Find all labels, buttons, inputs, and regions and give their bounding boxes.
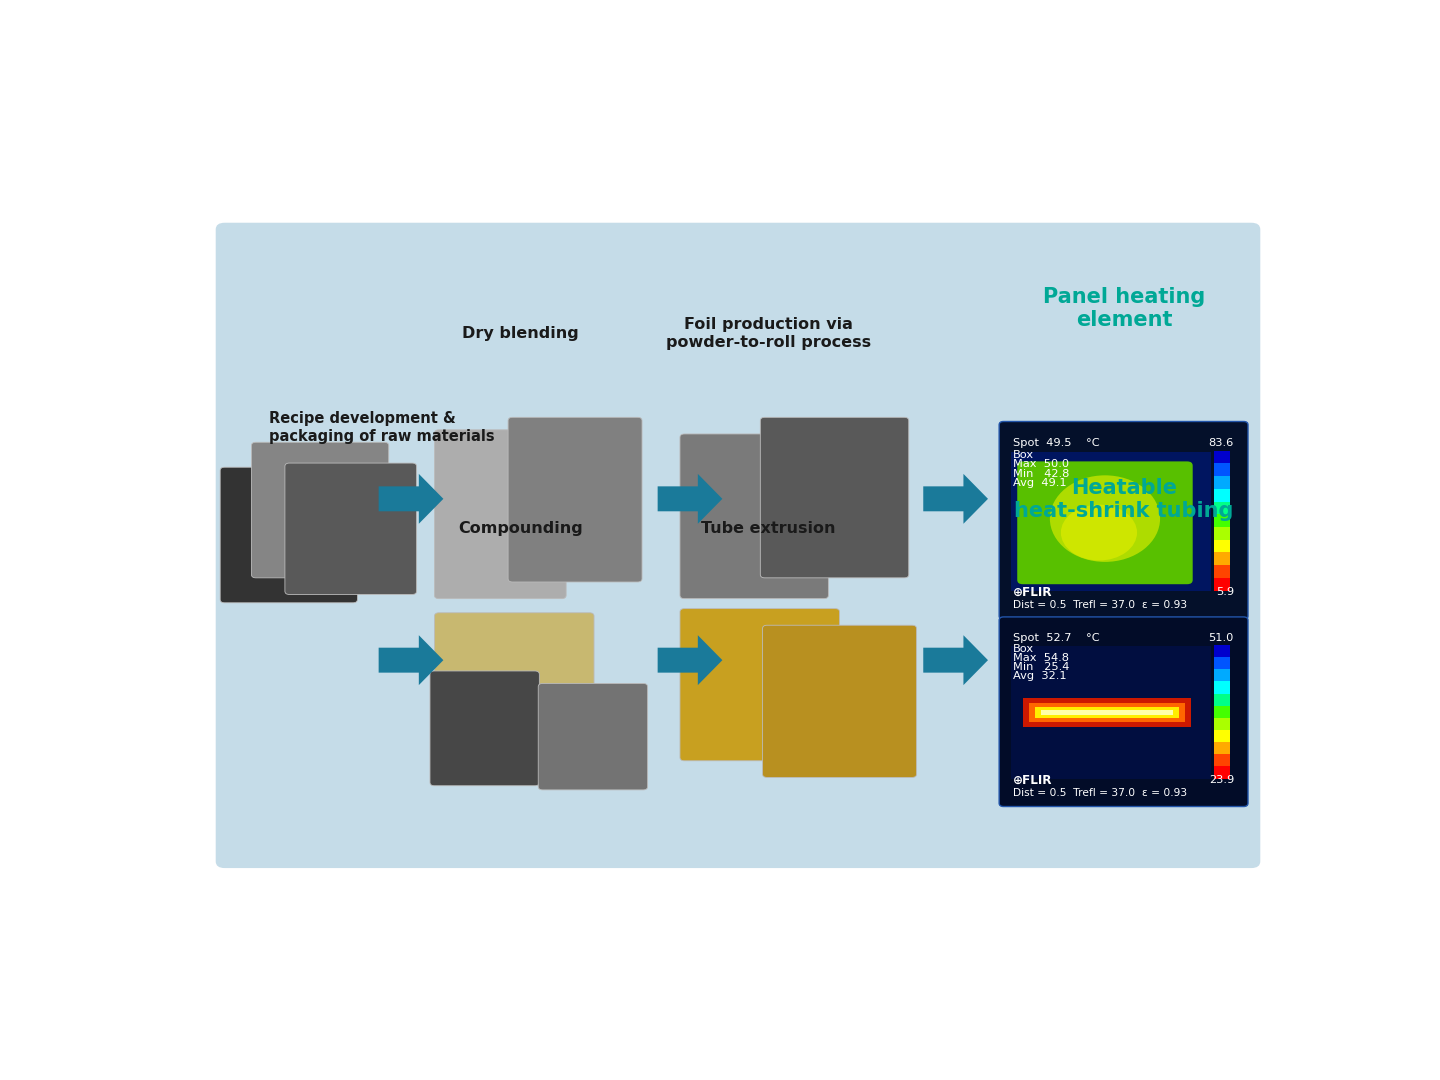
Bar [1011,646,1211,780]
FancyBboxPatch shape [760,417,909,578]
FancyBboxPatch shape [220,468,357,603]
FancyArrow shape [379,635,444,685]
Bar [1035,707,1179,718]
Bar [1011,451,1211,591]
Text: Min   25.4: Min 25.4 [1014,662,1070,673]
Bar [1214,645,1230,658]
FancyBboxPatch shape [680,434,828,598]
Text: Foil production via
powder-to-roll process: Foil production via powder-to-roll proce… [665,318,871,350]
Bar [1214,552,1230,566]
Text: ⊕FLIR: ⊕FLIR [1014,585,1053,599]
Bar [1214,742,1230,755]
Bar [1022,698,1191,727]
FancyBboxPatch shape [252,443,389,578]
Text: 51.0: 51.0 [1208,633,1234,643]
Text: Max  54.8: Max 54.8 [1014,653,1070,663]
Text: Spot  52.7    °C: Spot 52.7 °C [1014,633,1100,643]
FancyBboxPatch shape [539,684,648,789]
Bar [1214,681,1230,694]
Bar [1041,711,1174,715]
Bar [1214,767,1230,780]
FancyBboxPatch shape [680,609,840,760]
Bar [1214,501,1230,515]
Bar [1214,565,1230,579]
Text: Max  50.0: Max 50.0 [1014,459,1070,469]
Text: Avg  49.1: Avg 49.1 [1014,478,1067,488]
Text: Dist = 0.5  Trefl = 37.0  ε = 0.93: Dist = 0.5 Trefl = 37.0 ε = 0.93 [1014,600,1188,610]
Bar [1214,718,1230,731]
FancyArrow shape [923,474,988,524]
FancyBboxPatch shape [216,222,1260,868]
Text: Tube extrusion: Tube extrusion [701,522,835,537]
FancyBboxPatch shape [999,617,1248,807]
FancyArrow shape [658,474,723,524]
Ellipse shape [1061,504,1138,561]
Text: Recipe development &
packaging of raw materials: Recipe development & packaging of raw ma… [269,411,495,444]
Text: 83.6: 83.6 [1208,438,1234,448]
Bar [1214,463,1230,477]
Bar [1214,514,1230,528]
FancyArrow shape [379,474,444,524]
Text: 5.9: 5.9 [1215,586,1234,597]
Bar [1214,705,1230,718]
Bar [1028,703,1185,723]
Bar [1214,540,1230,553]
FancyArrow shape [658,635,723,685]
Bar [1214,489,1230,502]
FancyBboxPatch shape [999,421,1248,620]
Bar [1214,657,1230,670]
FancyBboxPatch shape [763,625,917,778]
Text: ⊕FLIR: ⊕FLIR [1014,773,1053,786]
FancyArrow shape [923,635,988,685]
Text: Dry blending: Dry blending [462,326,579,341]
FancyBboxPatch shape [431,671,540,786]
Bar [1214,527,1230,540]
Bar [1214,693,1230,706]
Text: Spot  49.5    °C: Spot 49.5 °C [1014,438,1100,448]
Bar [1214,670,1230,683]
FancyBboxPatch shape [435,430,566,598]
Bar [1214,730,1230,743]
Ellipse shape [1050,475,1161,562]
Text: Heatable
heat-shrink tubing: Heatable heat-shrink tubing [1014,478,1234,522]
Text: Min   42.8: Min 42.8 [1014,469,1070,478]
Bar [1214,450,1230,464]
Text: Avg  32.1: Avg 32.1 [1014,672,1067,681]
Text: 23.9: 23.9 [1208,775,1234,785]
Text: Box: Box [1014,449,1034,460]
Text: Box: Box [1014,644,1034,654]
Bar [1214,754,1230,767]
Text: Compounding: Compounding [458,522,583,537]
FancyBboxPatch shape [1017,461,1192,584]
FancyBboxPatch shape [508,417,642,582]
FancyBboxPatch shape [285,463,416,594]
Bar [1214,476,1230,489]
FancyBboxPatch shape [435,612,595,760]
Text: Dist = 0.5  Trefl = 37.0  ε = 0.93: Dist = 0.5 Trefl = 37.0 ε = 0.93 [1014,787,1188,798]
Text: Panel heating
element: Panel heating element [1043,287,1205,330]
Bar [1214,578,1230,591]
